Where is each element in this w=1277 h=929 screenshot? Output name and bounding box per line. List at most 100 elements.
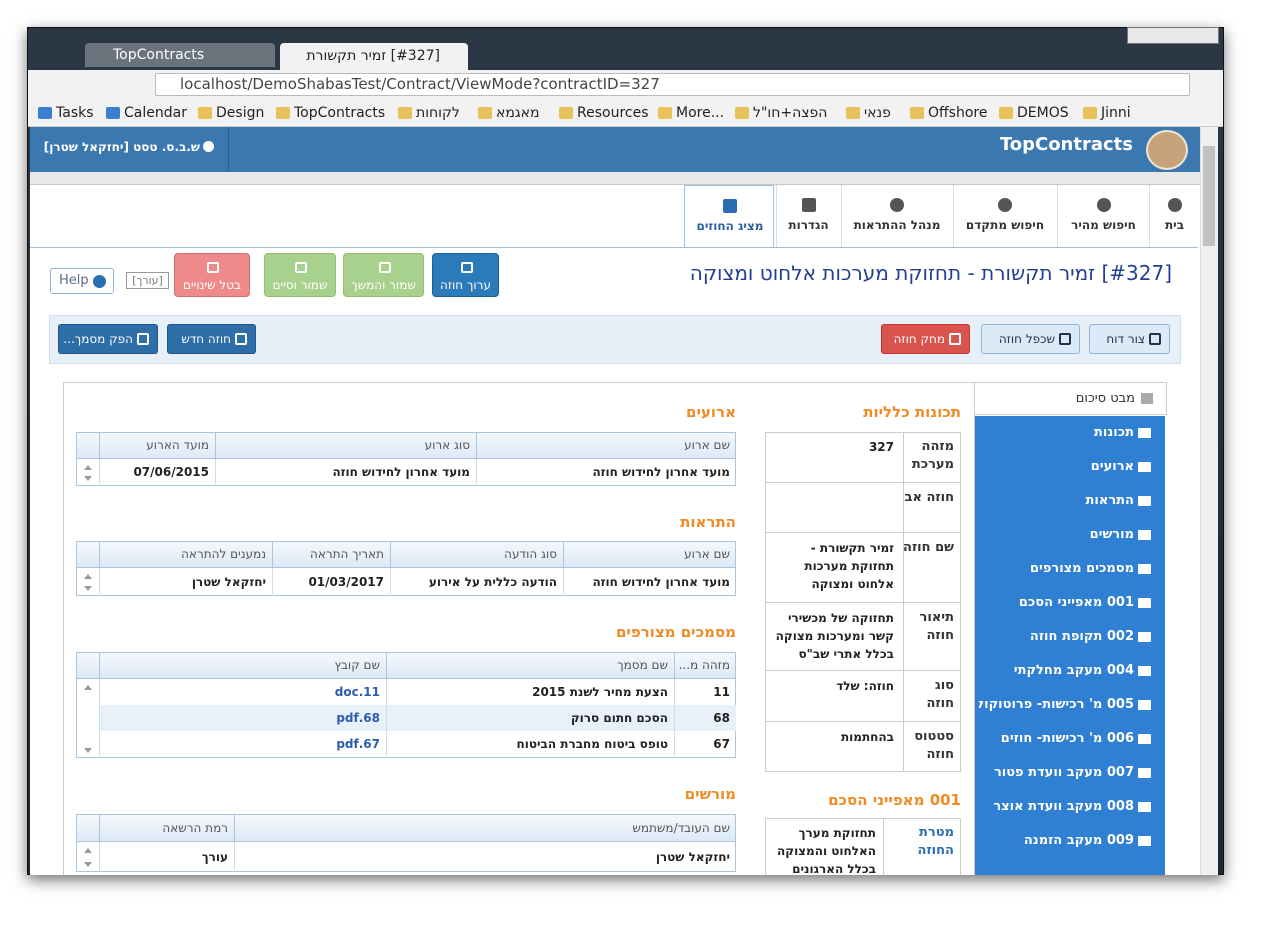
- bookmark[interactable]: Tasks: [38, 103, 158, 123]
- item-label: 005 מ' רכישות- פרוטוקול: [979, 697, 1134, 712]
- nav-item[interactable]: בית: [1149, 185, 1198, 247]
- item-icon: [1138, 564, 1151, 574]
- toolbar-button[interactable]: בטל שינויים: [174, 253, 250, 297]
- tab[interactable]: TopContracts: [85, 43, 275, 67]
- property-row: [765, 533, 961, 603]
- nav-label: מנהל ההתראות: [853, 218, 941, 232]
- item-icon: [1138, 428, 1151, 438]
- bookmark[interactable]: Calendar: [106, 103, 226, 123]
- sidebar-item[interactable]: 009 מעקב הזמנה: [975, 824, 1165, 858]
- sidebar-item[interactable]: [975, 858, 1165, 875]
- button-icon: [1149, 333, 1161, 345]
- bookmark[interactable]: Resources: [559, 103, 679, 123]
- bookmark-icon: [106, 107, 120, 119]
- toolbar-button[interactable]: שמור וסיים: [264, 253, 336, 297]
- toolbar-button[interactable]: ערוך חוזה: [432, 253, 499, 297]
- sidebar-item[interactable]: מורשים: [975, 518, 1165, 552]
- bookmark[interactable]: TopContracts: [276, 103, 396, 123]
- bookmark-icon: [276, 107, 290, 119]
- sidebar-item[interactable]: תכונות: [975, 416, 1165, 450]
- sidebar-item[interactable]: 005 מ' רכישות- פרוטוקול: [975, 688, 1165, 722]
- table-cell: מועד אחרון לחידוש חוזה: [476, 459, 736, 486]
- section-heading: מורשים: [684, 785, 736, 803]
- scrollbar: [1200, 127, 1218, 875]
- page-viewport: TopContracts ש.ב.ס. טסט [יחזקאל שטרן] בית ח…: [30, 127, 1200, 875]
- table-cell[interactable]: 11.doc: [99, 679, 386, 705]
- brand: TopContracts: [999, 134, 1133, 155]
- tab[interactable]: [#327] זמיר תקשורת: [280, 43, 468, 70]
- sidebar-item[interactable]: 001 מאפייני הסכם: [975, 586, 1165, 620]
- item-label: 004 מעקב מחלקתי: [1013, 663, 1134, 678]
- nav-item[interactable]: חיפוש מתקדם: [953, 185, 1055, 247]
- role-badge: [עורך]: [126, 272, 169, 289]
- table-header: [76, 814, 736, 842]
- sidebar-item[interactable]: 006 מ' רכישות- חוזים: [975, 722, 1165, 756]
- nav-item[interactable]: חיפוש מהיר: [1057, 185, 1148, 247]
- url-input[interactable]: localhost/DemoShabasTest/Contract/ViewMo…: [155, 73, 1190, 96]
- cell-divider: [903, 722, 904, 772]
- column-header: סוג הודעה: [390, 541, 563, 568]
- sidebar-item[interactable]: 007 מעקב וועדת פטור: [975, 756, 1165, 790]
- sidebar-item[interactable]: 002 תקופת חוזה: [975, 620, 1165, 654]
- bookmark[interactable]: DEMOS: [999, 103, 1119, 123]
- table-header: [76, 432, 736, 459]
- help-button[interactable]: Help: [50, 268, 114, 294]
- bookmark[interactable]: Jinni: [1083, 103, 1203, 123]
- sidebar-item[interactable]: מסמכים מצורפים: [975, 552, 1165, 586]
- item-icon: [1138, 496, 1151, 506]
- action-button[interactable]: הפק מסמך...: [58, 324, 158, 354]
- nav-item[interactable]: הגדרות: [776, 185, 839, 247]
- sidebar-item[interactable]: ארועים: [975, 450, 1165, 484]
- nav-item[interactable]: מנהל ההתראות: [841, 185, 951, 247]
- scroll-up: [83, 465, 92, 470]
- sidebar-tab[interactable]: מבט סיכום: [975, 382, 1167, 415]
- column-header: מועד הארוע: [99, 432, 215, 459]
- column-header: שם קובץ: [99, 652, 386, 679]
- nav-icon: [1096, 198, 1111, 212]
- nav-icon: [801, 198, 816, 212]
- nav-icon: [723, 199, 737, 213]
- property-label: מטרת החוזה: [917, 825, 954, 858]
- scroll-down: [83, 586, 92, 591]
- table-cell: מועד אחרון לחידוש חוזה: [215, 459, 476, 486]
- toolbar-button[interactable]: שמור והמשך: [343, 253, 424, 297]
- bookmark[interactable]: הפצה+חו"ל: [735, 103, 855, 123]
- button-label: שמור וסיים: [272, 278, 328, 292]
- bookmark[interactable]: פנאי: [846, 103, 966, 123]
- table-cell: 68: [674, 705, 736, 731]
- property-label: תיאור חוזה: [919, 610, 954, 643]
- sidebar-item[interactable]: 008 מעקב וועדת אוצר: [975, 790, 1165, 824]
- nav-rule: [30, 247, 1198, 248]
- property-row: [765, 432, 961, 483]
- contract-title: [#327] זמיר תקשורת - תחזוקת מערכות אלחוט…: [689, 261, 1172, 285]
- sidebar-item[interactable]: התראות: [975, 484, 1165, 518]
- bookmark[interactable]: More...: [658, 103, 778, 123]
- property-label: סטטוס חוזה: [914, 729, 954, 762]
- cell-divider: [883, 818, 884, 875]
- section-heading: ארועים: [686, 403, 736, 421]
- table-cell: 01/03/2017: [272, 568, 390, 596]
- tab-label: מבט סיכום: [1075, 391, 1135, 406]
- button-icon: [949, 333, 961, 345]
- bookmark[interactable]: לקוחות: [398, 103, 518, 123]
- nav-item[interactable]: מציג החוזים: [684, 185, 774, 247]
- bookmark[interactable]: Offshore: [910, 103, 1030, 123]
- column-header: שם ארוע: [476, 432, 736, 459]
- action-button[interactable]: צור דוח: [1089, 324, 1170, 354]
- bookmark-icon: [398, 107, 412, 119]
- property-value: בהחתמות: [840, 730, 894, 744]
- bookmark[interactable]: מאגמא: [478, 103, 598, 123]
- window-controls: [1127, 27, 1219, 44]
- table-cell[interactable]: 68.pdf: [99, 705, 386, 731]
- bookmark[interactable]: Design: [198, 103, 318, 123]
- row-stripe: [99, 705, 736, 731]
- action-button[interactable]: שכפל חוזה: [981, 324, 1080, 354]
- table-cell[interactable]: 67.pdf: [99, 731, 386, 758]
- table-cell: טופס ביטוח מחברת הביטוח: [386, 731, 674, 758]
- action-button[interactable]: מחק חוזה: [881, 324, 970, 354]
- bookmark-icon: [478, 107, 492, 119]
- sidebar-item[interactable]: 004 מעקב מחלקתי: [975, 654, 1165, 688]
- button-icon: [207, 262, 219, 273]
- bookmark-icon: [846, 107, 860, 119]
- action-button[interactable]: חוזה חדש: [167, 324, 256, 354]
